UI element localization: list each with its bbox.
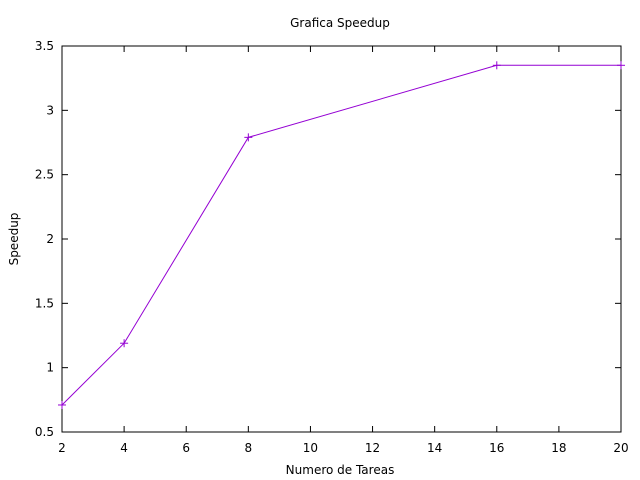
series-line: [61, 64, 621, 406]
y-tick-label: 2.5: [35, 168, 54, 182]
data-point-marker: [244, 133, 253, 142]
y-tick-label: 1: [46, 361, 54, 375]
data-point-marker: [492, 61, 501, 70]
x-tick-label: 18: [551, 441, 566, 455]
x-axis: 2 4 6 8 10 12 14 16 18 20: [58, 46, 629, 455]
x-tick-label: 16: [489, 441, 504, 455]
data-point-marker: [58, 400, 66, 409]
x-tick-label: 8: [245, 441, 253, 455]
x-tick-label: 10: [303, 441, 318, 455]
plot-area-border: [61, 45, 622, 433]
y-tick-label: 3: [46, 103, 54, 117]
y-tick-label: 3.5: [35, 39, 54, 53]
chart-title: Grafica Speedup: [290, 16, 390, 30]
x-tick-label: 20: [613, 441, 628, 455]
y-axis-label: Speedup: [7, 213, 21, 266]
data-point-marker: [617, 61, 625, 70]
x-tick-label: 12: [365, 441, 380, 455]
x-tick-label: 4: [120, 441, 128, 455]
data-point-marker: [120, 339, 129, 348]
x-tick-label: 6: [182, 441, 190, 455]
y-tick-label: 0.5: [35, 425, 54, 439]
x-axis-label: Numero de Tareas: [286, 463, 395, 477]
x-tick-label: 14: [427, 441, 442, 455]
y-axis: 0.5 1 1.5 2 2.5 3 3.5: [35, 39, 621, 439]
series-layer: [58, 61, 625, 409]
y-tick-label: 1.5: [35, 296, 54, 310]
x-tick-label: 2: [58, 441, 66, 455]
y-tick-label: 2: [46, 232, 54, 246]
